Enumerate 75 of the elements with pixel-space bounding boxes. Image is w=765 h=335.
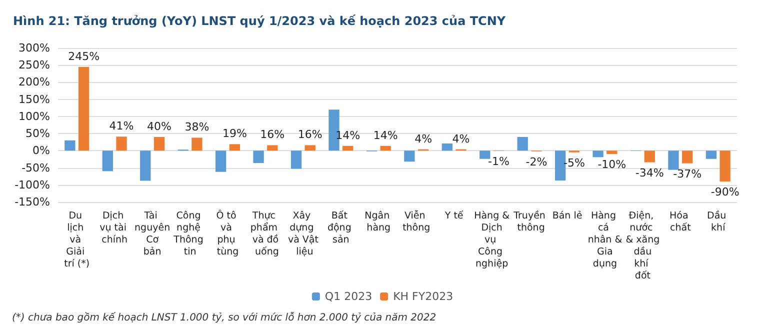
y-tick-label: -100% — [14, 178, 50, 192]
x-tick-label: Viễn thông — [402, 210, 430, 234]
x-tick-label: Thực phẩm và đồ uống — [250, 210, 281, 258]
bar — [140, 150, 151, 181]
x-tick-label: Tài nguyên Cơ bản — [134, 210, 170, 258]
bar — [154, 136, 165, 151]
x-tick-label: Du lịch và Giải trí (*) — [64, 210, 90, 270]
x-tick-label: Dầu khí — [707, 210, 730, 234]
data-label: 16% — [298, 128, 322, 142]
data-label: -37% — [673, 167, 702, 180]
bar — [229, 144, 240, 151]
bar — [480, 150, 490, 159]
y-tick-label: 250% — [18, 58, 50, 72]
data-label: 245% — [68, 50, 100, 63]
x-tick-label: Y tế — [444, 210, 464, 222]
data-label: -10% — [598, 158, 626, 172]
bar — [253, 150, 264, 163]
bar — [404, 150, 415, 162]
bar — [606, 150, 618, 154]
bar — [644, 150, 655, 162]
y-tick-label: 200% — [18, 76, 50, 89]
data-label: 4% — [452, 132, 470, 146]
text: (*) chưa bao gồm kế hoạch LNST 1.000 tỷ, so với mức lỗ hơn 2.000 tỷ của năm 2022 — [12, 312, 436, 324]
y-tick-label: 100% — [18, 110, 50, 123]
y-tick-label: 150% — [18, 92, 50, 106]
bar — [442, 143, 452, 151]
x-tick-label: Dịch vụ tài chính — [100, 210, 130, 246]
y-tick-label: 0% — [32, 144, 50, 158]
bar — [304, 145, 316, 151]
bar — [706, 150, 717, 159]
data-label: -2% — [526, 155, 548, 168]
y-tick-label: -50% — [22, 161, 50, 174]
bar — [267, 145, 278, 151]
bar — [554, 150, 566, 180]
y-tick-label: 50% — [26, 127, 50, 140]
bar — [342, 146, 354, 151]
legend-label: Q1 2023 — [324, 290, 372, 303]
x-tick-label: Công nghệ Thông tin — [172, 210, 206, 258]
data-label: 38% — [184, 120, 210, 134]
bar — [668, 150, 679, 170]
data-label: -90% — [710, 185, 740, 198]
data-label: 40% — [147, 120, 172, 133]
data-label: -1% — [488, 155, 510, 168]
data-label: 14% — [373, 128, 398, 142]
data-label: 4% — [414, 132, 432, 146]
legend-label: KH FY2023 — [393, 290, 454, 303]
y-tick-label: 300% — [18, 42, 50, 54]
bar — [192, 138, 202, 151]
data-label: 16% — [260, 128, 285, 142]
x-tick-label: Bán lẻ — [552, 210, 582, 222]
data-label: -34% — [635, 166, 664, 180]
x-tick-label: Hóa chất — [670, 210, 692, 234]
bar — [592, 150, 604, 158]
x-tick-label: Ô tô và phụ tùng — [216, 210, 240, 258]
data-label: 19% — [222, 127, 247, 140]
bar — [380, 146, 391, 151]
bar — [682, 150, 693, 164]
bar — [116, 136, 127, 151]
bar — [517, 136, 528, 151]
x-tick-label: Ngân hàng — [364, 210, 393, 234]
x-tick-label: Xây dựng và Vật liệu — [288, 210, 319, 258]
x-tick-label: Truyền thông — [512, 210, 546, 234]
chart-title: Hình 21: Tăng trưởng (YoY) LNST quý 1/2023 và kế hoạch 2023 của TCNY — [13, 14, 506, 28]
x-tick-label: Hàng cá nhân & Gia dụng — [588, 210, 623, 270]
bar — [78, 66, 90, 151]
bar — [290, 150, 302, 169]
bar — [102, 150, 113, 172]
x-tick-label: Bất động sản — [327, 210, 354, 246]
y-tick-label: -150% — [14, 196, 50, 208]
bar — [215, 150, 226, 172]
bar — [64, 140, 76, 151]
data-label: 41% — [109, 120, 134, 133]
x-tick-label: Hàng & Dịch vụ Công nghiệp — [474, 210, 510, 270]
x-tick-label: Điện, nước & xăng dầu khí đốt — [626, 210, 660, 282]
bar — [720, 150, 730, 182]
